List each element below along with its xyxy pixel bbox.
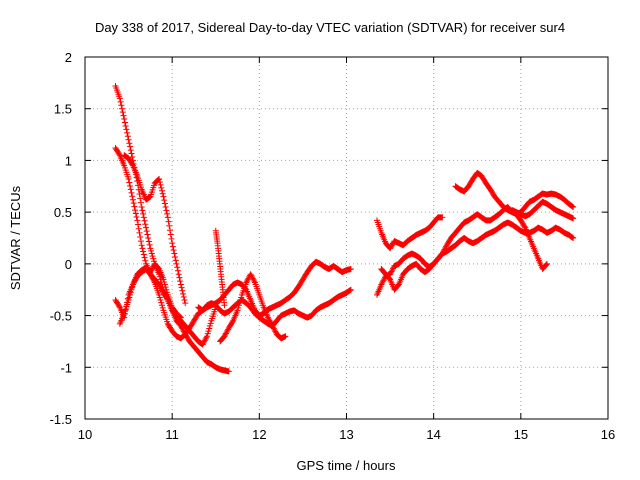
y-tick-label: 1.5 — [54, 102, 72, 117]
x-tick-label: 13 — [339, 427, 353, 442]
series-sat-c — [121, 152, 189, 307]
series-sat-i — [374, 214, 446, 252]
y-axis: -1.5 -1 -0.5 0 0.5 1 1.5 2 — [50, 50, 608, 427]
y-tick-label: 2 — [65, 50, 72, 65]
point-markers — [509, 198, 577, 222]
point-markers — [195, 286, 354, 329]
series-sat-k — [378, 219, 577, 293]
point-markers — [374, 214, 446, 252]
x-tick-label: 14 — [426, 427, 440, 442]
y-tick-label: -0.5 — [50, 309, 72, 324]
y-tick-label: 1 — [65, 153, 72, 168]
point-markers — [116, 260, 184, 327]
point-markers — [378, 219, 577, 293]
chart-title: Day 338 of 2017, Sidereal Day-to-day VTE… — [95, 20, 565, 35]
point-markers — [121, 152, 189, 307]
data-points — [112, 82, 577, 375]
y-tick-label: -1 — [60, 360, 72, 375]
point-markers — [212, 227, 228, 309]
series-sat-h — [217, 271, 289, 345]
series-sat-e — [116, 260, 184, 327]
x-tick-label: 10 — [78, 427, 92, 442]
x-axis: 10 11 12 13 14 15 16 — [78, 57, 615, 442]
series-sat-g — [212, 227, 228, 309]
y-axis-label: SDTVAR / TECUs — [8, 185, 23, 290]
grid — [85, 57, 608, 419]
x-tick-label: 12 — [252, 427, 266, 442]
x-tick-label: 11 — [165, 427, 179, 442]
y-tick-label: -1.5 — [50, 412, 72, 427]
x-axis-label: GPS time / hours — [297, 458, 396, 473]
x-tick-label: 16 — [601, 427, 615, 442]
y-tick-label: 0 — [65, 257, 72, 272]
x-tick-label: 15 — [514, 427, 528, 442]
y-tick-label: 0.5 — [54, 205, 72, 220]
point-markers — [217, 271, 289, 345]
series-sat-f — [195, 286, 354, 329]
series-sat-m — [509, 198, 577, 222]
